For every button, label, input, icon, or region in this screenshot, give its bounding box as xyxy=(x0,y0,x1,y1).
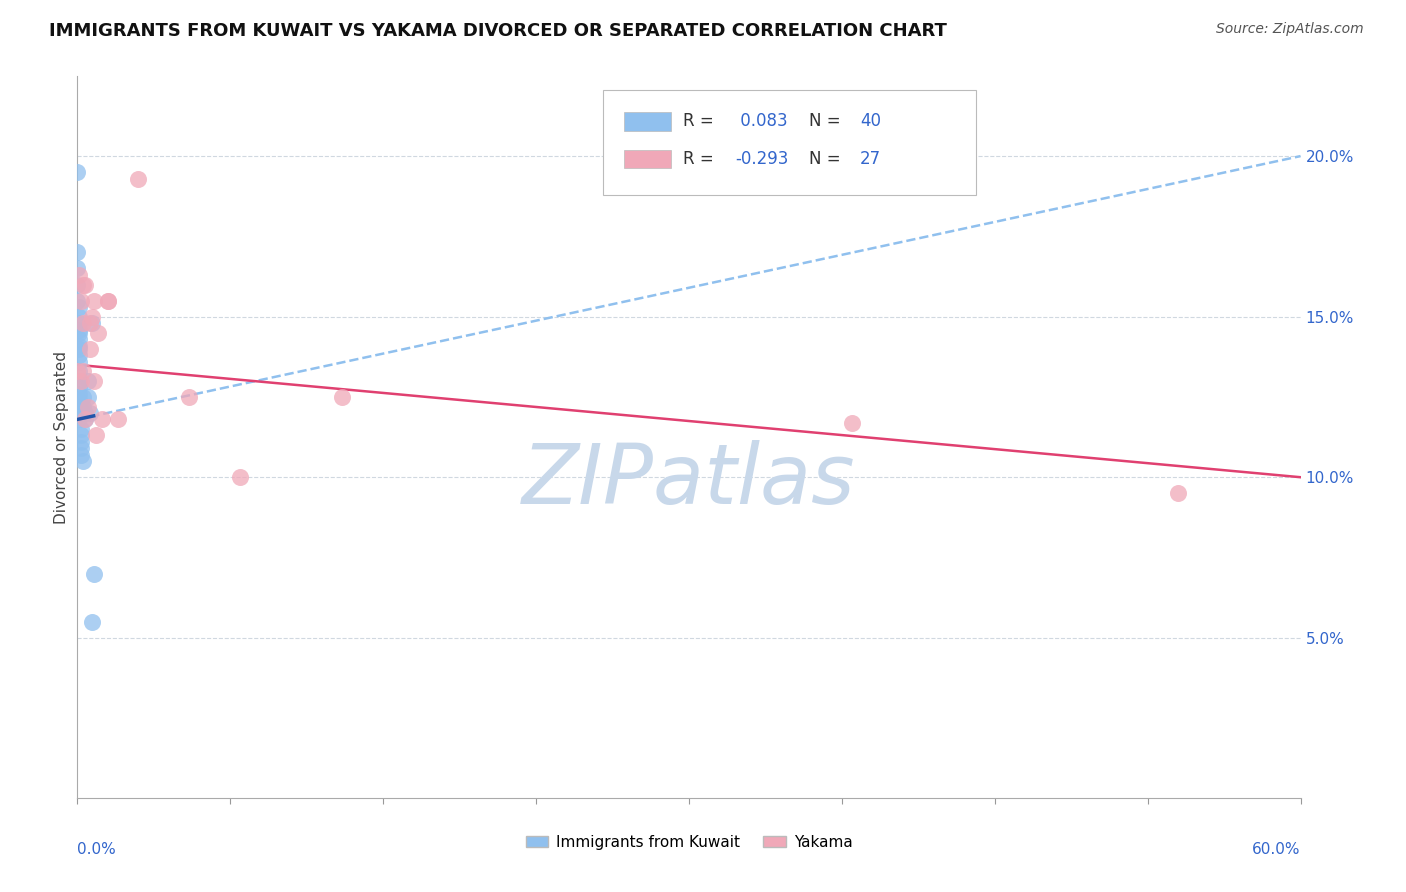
Point xyxy=(841,416,863,430)
Text: R =: R = xyxy=(683,112,718,130)
Text: 0.0%: 0.0% xyxy=(77,842,117,856)
Point xyxy=(87,326,110,340)
Point xyxy=(67,310,90,324)
Text: -0.293: -0.293 xyxy=(735,150,789,168)
Text: 27: 27 xyxy=(860,150,882,168)
Point xyxy=(72,390,94,404)
Point xyxy=(97,293,120,308)
Point xyxy=(67,374,90,388)
Point xyxy=(66,245,89,260)
Point xyxy=(72,406,94,420)
Point xyxy=(67,412,90,426)
FancyBboxPatch shape xyxy=(624,112,671,131)
Point xyxy=(229,470,252,484)
Point xyxy=(80,310,103,324)
Point xyxy=(83,374,105,388)
Point xyxy=(83,566,105,581)
Point xyxy=(76,390,98,404)
Point xyxy=(67,268,90,282)
Point xyxy=(66,293,89,308)
Point xyxy=(72,454,94,468)
Point xyxy=(80,316,103,330)
Point xyxy=(79,342,101,356)
Text: IMMIGRANTS FROM KUWAIT VS YAKAMA DIVORCED OR SEPARATED CORRELATION CHART: IMMIGRANTS FROM KUWAIT VS YAKAMA DIVORCE… xyxy=(49,22,948,40)
Legend: Immigrants from Kuwait, Yakama: Immigrants from Kuwait, Yakama xyxy=(519,829,859,855)
Point xyxy=(75,277,97,292)
Y-axis label: Divorced or Separated: Divorced or Separated xyxy=(53,351,69,524)
FancyBboxPatch shape xyxy=(624,150,671,169)
Point xyxy=(67,380,90,394)
Point xyxy=(76,400,98,414)
Point xyxy=(72,277,94,292)
Text: 40: 40 xyxy=(860,112,882,130)
Point xyxy=(75,412,97,426)
Point xyxy=(67,342,90,356)
Text: N =: N = xyxy=(808,150,845,168)
Point xyxy=(66,165,89,179)
Point xyxy=(72,400,94,414)
Text: 0.083: 0.083 xyxy=(735,112,787,130)
Point xyxy=(70,374,93,388)
Point xyxy=(67,354,90,368)
Point xyxy=(70,428,93,442)
Point xyxy=(67,322,90,336)
Point xyxy=(67,364,90,378)
Point xyxy=(83,293,105,308)
Point xyxy=(72,364,94,378)
Point xyxy=(67,386,90,401)
Text: Source: ZipAtlas.com: Source: ZipAtlas.com xyxy=(1216,22,1364,37)
Point xyxy=(72,316,94,330)
Text: 60.0%: 60.0% xyxy=(1253,842,1301,856)
Point xyxy=(67,393,90,408)
Point xyxy=(66,364,89,378)
Point xyxy=(75,412,97,426)
Text: N =: N = xyxy=(808,112,845,130)
Point xyxy=(70,448,93,462)
Point xyxy=(70,434,93,449)
Point xyxy=(67,316,90,330)
Point xyxy=(75,406,97,420)
Text: R =: R = xyxy=(683,150,718,168)
Point xyxy=(70,293,93,308)
Point xyxy=(66,277,89,292)
Point xyxy=(67,338,90,352)
Point xyxy=(67,348,90,362)
Point xyxy=(97,293,120,308)
Point xyxy=(67,332,90,346)
Point xyxy=(67,326,90,340)
Point xyxy=(70,422,93,436)
Point xyxy=(90,412,112,426)
Point xyxy=(67,400,90,414)
Point xyxy=(79,406,101,420)
Point xyxy=(67,406,90,420)
Point xyxy=(332,390,354,404)
Point xyxy=(84,428,107,442)
Point xyxy=(79,316,101,330)
Point xyxy=(80,615,103,629)
Point xyxy=(67,300,90,314)
Text: ZIPatlas: ZIPatlas xyxy=(522,440,856,521)
Point xyxy=(1167,486,1189,500)
Point xyxy=(66,261,89,276)
Point xyxy=(127,171,149,186)
Point xyxy=(76,374,98,388)
Point xyxy=(107,412,129,426)
Point xyxy=(70,442,93,456)
FancyBboxPatch shape xyxy=(603,90,976,195)
Point xyxy=(179,390,201,404)
